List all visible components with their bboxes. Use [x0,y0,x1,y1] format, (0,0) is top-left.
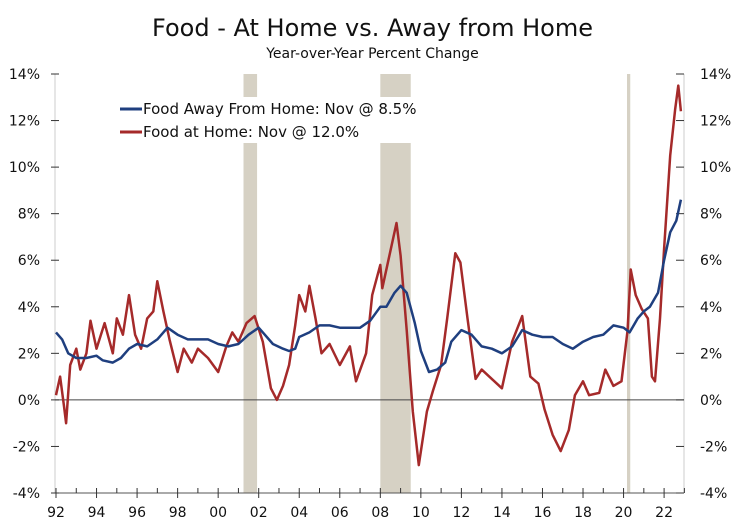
x-tick-label: 06 [331,505,349,521]
chart-subtitle: Year-over-Year Percent Change [266,46,479,62]
chart-title: Food - At Home vs. Away from Home [152,14,593,42]
y-tick-label-right: 0% [700,393,722,409]
x-tick-label: 22 [655,505,673,521]
x-tick-label: 02 [250,505,268,521]
series-line-food-away-from-home [55,199,683,374]
y-tick-label-right: -2% [700,439,727,455]
y-tick-label-left: 10% [9,160,40,176]
y-tick-label-right: -4% [700,486,727,502]
y-tick-label-right: 6% [700,253,722,269]
y-tick-label-left: 14% [9,67,40,83]
recession-band [380,74,411,493]
recession-band [243,74,258,493]
y-tick-label-right: 10% [700,160,731,176]
y-tick-label-left: -2% [13,439,40,455]
y-tick-label-right: 14% [700,67,731,83]
x-tick-label: 04 [290,505,308,521]
y-tick-label-left: 4% [18,300,40,316]
y-tick-label-left: 6% [18,253,40,269]
x-tick-label: 20 [615,505,633,521]
x-tick-label: 16 [534,505,552,521]
series-line-food-at-home [54,84,683,467]
y-tick-label-left: 8% [18,207,40,223]
x-tick-label: 14 [493,505,511,521]
x-tick-label: 98 [169,505,187,521]
x-tick-label: 18 [574,505,592,521]
y-tick-label-left: 0% [18,393,40,409]
x-tick-label: 08 [371,505,389,521]
x-tick-label: 00 [209,505,227,521]
legend-label-home: Food at Home: Nov @ 12.0% [143,123,359,141]
x-tick-label: 10 [412,505,430,521]
y-tick-label-right: 4% [700,300,722,316]
y-tick-label-left: -4% [13,486,40,502]
x-tick-label: 12 [452,505,470,521]
legend-label-away: Food Away From Home: Nov @ 8.5% [143,100,416,118]
y-tick-label-left: 12% [9,114,40,130]
recession-band [627,74,631,493]
y-tick-label-right: 8% [700,207,722,223]
y-tick-label-left: 2% [18,346,40,362]
legend: Food Away From Home: Nov @ 8.5% Food at … [115,97,468,143]
y-tick-label-right: 2% [700,346,722,362]
y-tick-label-right: 12% [700,114,731,130]
x-tick-label: 96 [128,505,146,521]
x-tick-label: 94 [88,505,106,521]
x-tick-label: 92 [47,505,65,521]
legend-box [115,97,468,143]
